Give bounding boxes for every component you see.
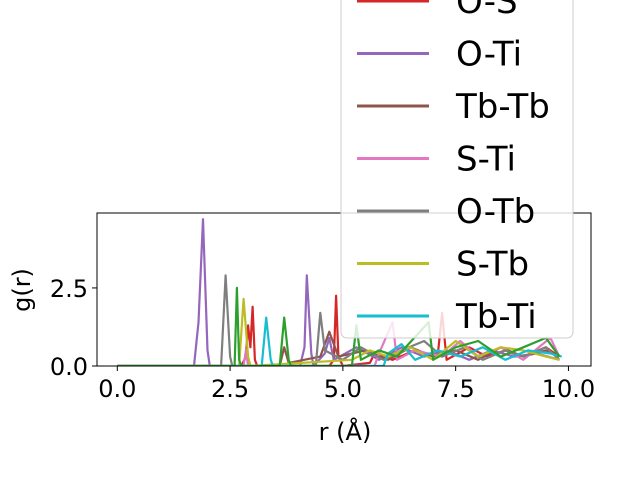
y-tick-label: 0.0 <box>50 353 88 381</box>
y-axis-label: g(r) <box>8 268 36 312</box>
legend: O-S O-Ti Tb-Tb S-Ti O-Tb S-Tb Tb-Ti <box>340 0 574 339</box>
legend-label: S-Ti <box>456 140 516 180</box>
legend-label: S-Tb <box>456 245 529 285</box>
legend-frame <box>340 0 574 339</box>
x-tick-label: 5.0 <box>324 375 362 403</box>
legend-label: Tb-Ti <box>455 297 537 337</box>
legend-label: O-S <box>456 0 518 22</box>
y-tick-label: 2.5 <box>50 275 88 303</box>
series-lines <box>117 218 562 366</box>
legend-label: Tb-Tb <box>455 87 550 127</box>
legend-label: O-Tb <box>456 192 535 232</box>
series-line-unlabeled-7 <box>117 286 561 366</box>
plot-area <box>117 218 562 366</box>
x-axis-label: r (Å) <box>319 417 372 446</box>
x-tick-label: 7.5 <box>437 375 475 403</box>
x-tick-label: 0.0 <box>98 375 136 403</box>
axes: 0.0 2.5 5.0 7.5 10.0 0.0 2.5 <box>50 212 595 403</box>
series-line-s-tb <box>117 297 560 366</box>
series-line-tb-ti <box>117 316 562 366</box>
legend-label: O-Ti <box>456 35 522 75</box>
x-tick-label: 2.5 <box>211 375 249 403</box>
x-tick-label: 10.0 <box>542 375 595 403</box>
